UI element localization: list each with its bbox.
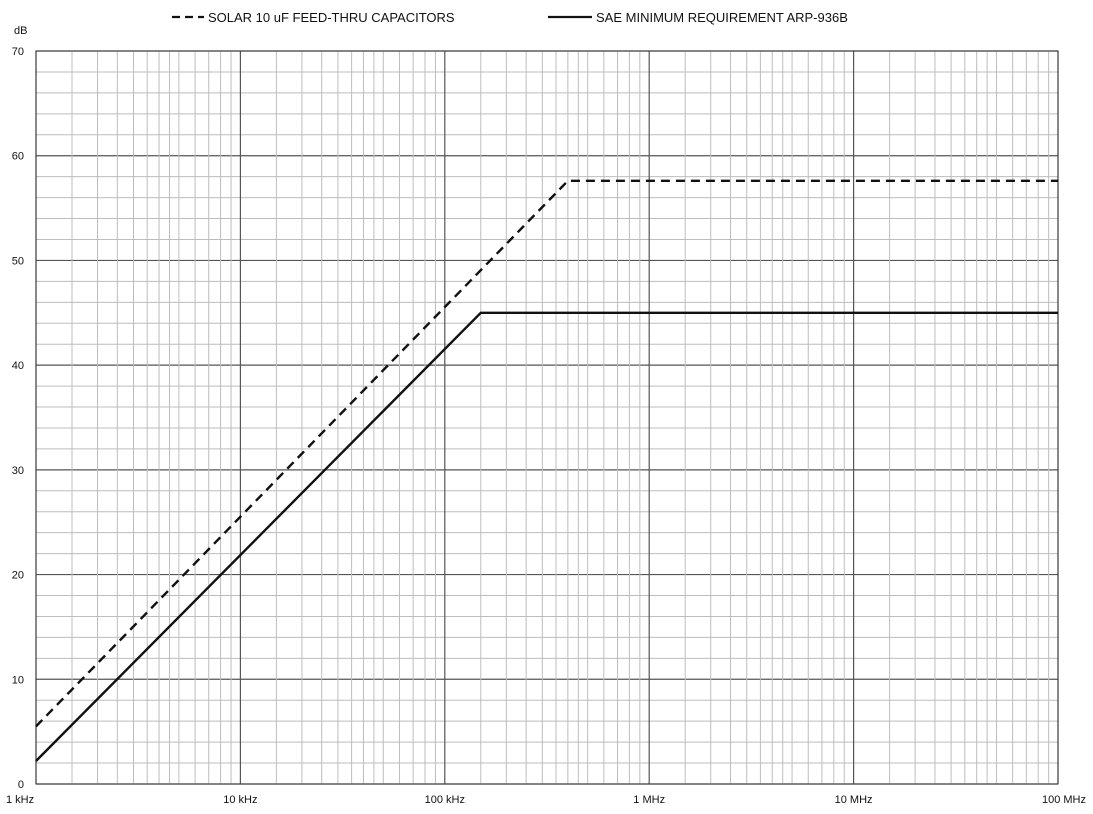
x-tick-label: 1 MHz (633, 794, 665, 806)
legend-label-1: SOLAR 10 uF FEED-THRU CAPACITORS (208, 10, 455, 25)
y-axis: 0 10 20 30 40 50 60 70 (12, 46, 24, 791)
y-tick-label: 0 (18, 779, 24, 791)
series-line-1 (35, 179, 1058, 728)
y-tick-label: 60 (12, 151, 24, 163)
x-tick-label: 1 kHz (6, 794, 34, 806)
legend-label-2: SAE MINIMUM REQUIREMENT ARP-936B (596, 10, 848, 25)
series-layer (35, 179, 1058, 762)
y-tick-label: 70 (12, 46, 24, 58)
legend: SOLAR 10 uF FEED-THRU CAPACITORS SAE MINI… (172, 10, 848, 25)
x-axis: 1 kHz 10 kHz 100 kHz 1 MHz 10 MHz 100 MHz (6, 794, 1086, 806)
x-tick-label: 100 MHz (1042, 794, 1086, 806)
y-axis-label: dB (14, 25, 27, 37)
x-tick-label: 100 kHz (425, 794, 465, 806)
y-tick-label: 30 (12, 465, 24, 477)
y-tick-label: 20 (12, 570, 24, 582)
plot-frame (35, 50, 1059, 785)
grid (35, 50, 1059, 785)
x-tick-label: 10 kHz (223, 794, 257, 806)
x-tick-label: 10 MHz (835, 794, 873, 806)
y-tick-label: 50 (12, 255, 24, 267)
series-line-2 (35, 311, 1058, 762)
y-tick-label: 10 (12, 674, 24, 686)
y-tick-label: 40 (12, 360, 24, 372)
